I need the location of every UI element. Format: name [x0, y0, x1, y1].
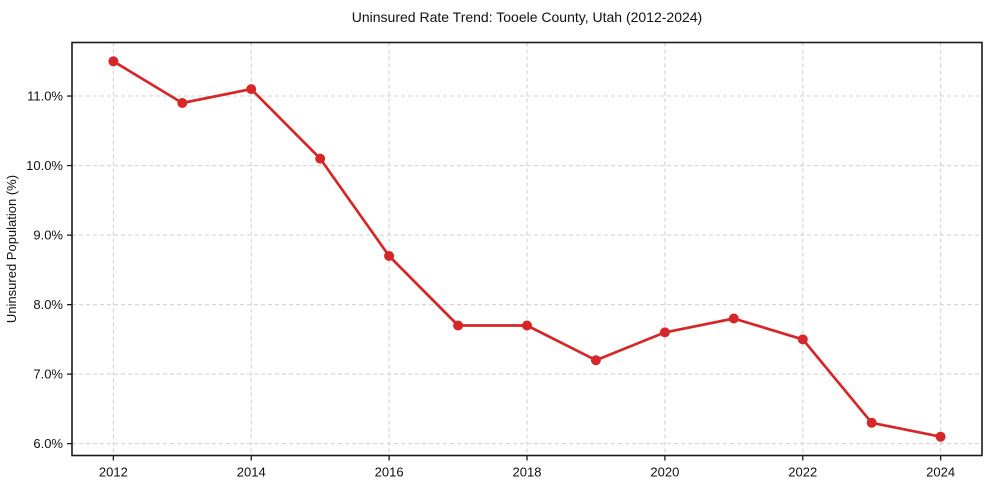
- y-tick-label: 8.0%: [33, 297, 63, 312]
- data-point-marker: [728, 313, 739, 324]
- data-point-marker: [522, 320, 532, 331]
- x-tick-label: 2024: [926, 465, 955, 480]
- data-point-marker: [659, 327, 670, 338]
- y-tick-label: 9.0%: [33, 228, 63, 243]
- x-tick-label: 2016: [375, 465, 404, 480]
- x-tick-label: 2018: [513, 465, 542, 480]
- chart-title: Uninsured Rate Trend: Tooele County, Uta…: [351, 9, 703, 25]
- y-tick-label: 11.0%: [27, 89, 63, 104]
- data-point-marker: [177, 98, 188, 108]
- data-point-marker: [315, 153, 326, 164]
- axes-spines: [71, 41, 983, 457]
- data-point-marker: [797, 334, 808, 345]
- y-axis-label: Uninsured Population (%): [4, 175, 19, 323]
- x-tick-label: 2012: [99, 465, 128, 480]
- data-point-marker: [866, 417, 877, 428]
- y-tick-label: 7.0%: [33, 367, 63, 382]
- x-tick-label: 2014: [237, 465, 266, 480]
- y-tick-label: 6.0%: [33, 436, 63, 451]
- data-point-marker: [590, 355, 601, 366]
- x-tick-label: 2020: [650, 465, 679, 480]
- data-point-marker: [935, 431, 946, 442]
- y-tick-label: 10.0%: [26, 158, 63, 173]
- x-tick-label: 2022: [788, 465, 817, 480]
- data-point-marker: [453, 320, 464, 331]
- data-point-marker: [384, 251, 395, 261]
- data-point-marker: [246, 84, 257, 95]
- data-point-marker: [108, 56, 119, 67]
